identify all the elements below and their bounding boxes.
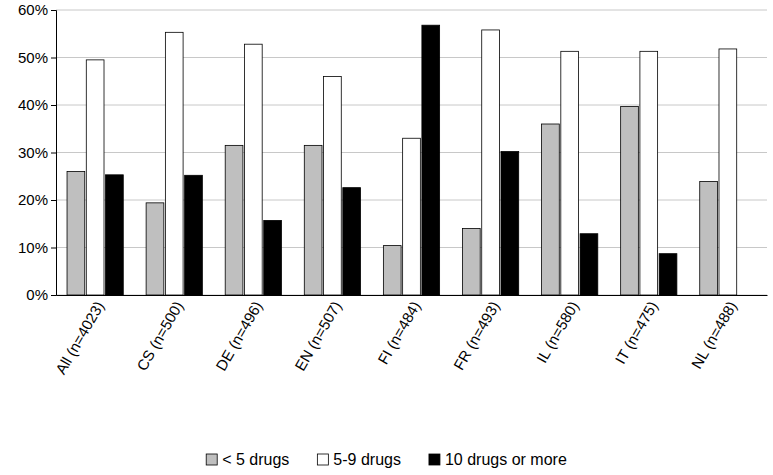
- bar: [501, 152, 519, 295]
- legend-item: 10 drugs or more: [429, 451, 567, 468]
- legend-label: < 5 drugs: [222, 451, 289, 468]
- legend-swatch: [206, 454, 217, 465]
- bars: [67, 25, 737, 295]
- tick: 50%: [18, 49, 56, 66]
- bar: [640, 51, 658, 295]
- tick: 40%: [18, 96, 56, 113]
- legend-label: 10 drugs or more: [445, 451, 567, 468]
- bar: [542, 124, 560, 295]
- bar: [719, 49, 737, 295]
- bar: [106, 175, 124, 295]
- plot: 0% 10% 20% 30% 40% 50% 60% All (n=4023) CS (n=50…: [18, 1, 768, 377]
- tick: DE (n=496): [212, 298, 265, 373]
- axis-line: [57, 295, 768, 296]
- legend-label: 5-9 drugs: [333, 451, 401, 468]
- bar: [580, 234, 598, 295]
- tick-label: IT (n=475): [611, 298, 660, 367]
- tick-label: FR (n=493): [450, 298, 503, 373]
- legend-swatch: [429, 454, 440, 465]
- tick-mark: [51, 58, 56, 59]
- legend: < 5 drugs 5-9 drugs 10 drugs or more: [206, 451, 567, 468]
- bar: [700, 181, 718, 295]
- tick: FR (n=493): [450, 298, 503, 373]
- series: [106, 25, 677, 295]
- tick-label: 60%: [18, 1, 48, 18]
- tick: EN (n=507): [291, 298, 344, 373]
- axis-line: [51, 11, 57, 296]
- legend-swatch: [317, 454, 328, 465]
- bar: [383, 246, 401, 295]
- chart: 0% 10% 20% 30% 40% 50% 60% All (n=4023) CS (n=50…: [0, 0, 773, 475]
- bar: [146, 203, 164, 295]
- bar: [264, 220, 282, 295]
- tick-mark: [51, 10, 56, 11]
- tick: 20%: [18, 191, 56, 208]
- bar: [324, 77, 342, 296]
- bar: [67, 172, 85, 296]
- tick-label: DE (n=496): [212, 298, 265, 373]
- tick: 0%: [26, 286, 56, 303]
- tick-mark: [51, 153, 56, 154]
- bar: [244, 44, 262, 295]
- tick-label: 40%: [18, 96, 48, 113]
- tick-label: 20%: [18, 191, 48, 208]
- bar: [462, 229, 480, 296]
- tick: FI (n=484): [374, 298, 424, 367]
- bar: [86, 60, 104, 295]
- tick-mark: [51, 248, 56, 249]
- tick-label: 50%: [18, 49, 48, 66]
- tick-label: CS (n=500): [133, 298, 186, 373]
- tick: CS (n=500): [133, 298, 186, 373]
- tick-label: 0%: [26, 286, 48, 303]
- y-axis: 0% 10% 20% 30% 40% 50% 60%: [18, 1, 57, 303]
- tick: 30%: [18, 144, 56, 161]
- tick-label: EN (n=507): [291, 298, 344, 373]
- bar: [343, 188, 361, 295]
- tick: NL (n=488): [688, 298, 740, 371]
- tick-label: FI (n=484): [374, 298, 424, 367]
- tick: All (n=4023): [52, 298, 107, 377]
- bar: [185, 175, 203, 295]
- series: [86, 30, 736, 295]
- bar: [422, 25, 440, 295]
- series: [67, 106, 717, 295]
- tick-label: 30%: [18, 144, 48, 161]
- grid-line: [56, 57, 767, 58]
- tick: 10%: [18, 239, 56, 256]
- tick-mark: [51, 295, 56, 296]
- bar: [561, 51, 579, 295]
- grid-line: [56, 10, 767, 11]
- tick-label: NL (n=488): [688, 298, 740, 371]
- grid-line: [56, 105, 767, 106]
- tick: IL (n=580): [533, 298, 582, 366]
- tick-mark: [51, 105, 56, 106]
- bar: [621, 106, 639, 295]
- bar: [165, 32, 183, 295]
- tick: 60%: [18, 1, 56, 18]
- grid: [56, 10, 767, 295]
- bar: [225, 145, 243, 295]
- bar: [304, 145, 322, 295]
- tick-label: 10%: [18, 239, 48, 256]
- x-axis: All (n=4023) CS (n=500) DE (n=496) EN (n=50…: [52, 296, 768, 378]
- legend-item: 5-9 drugs: [317, 451, 401, 468]
- tick-mark: [51, 200, 56, 201]
- bar: [659, 254, 677, 295]
- tick-label: IL (n=580): [533, 298, 582, 366]
- bar: [482, 30, 500, 295]
- bar: [403, 138, 421, 295]
- legend-item: < 5 drugs: [206, 451, 289, 468]
- tick-label: All (n=4023): [52, 298, 107, 377]
- tick: IT (n=475): [611, 298, 660, 367]
